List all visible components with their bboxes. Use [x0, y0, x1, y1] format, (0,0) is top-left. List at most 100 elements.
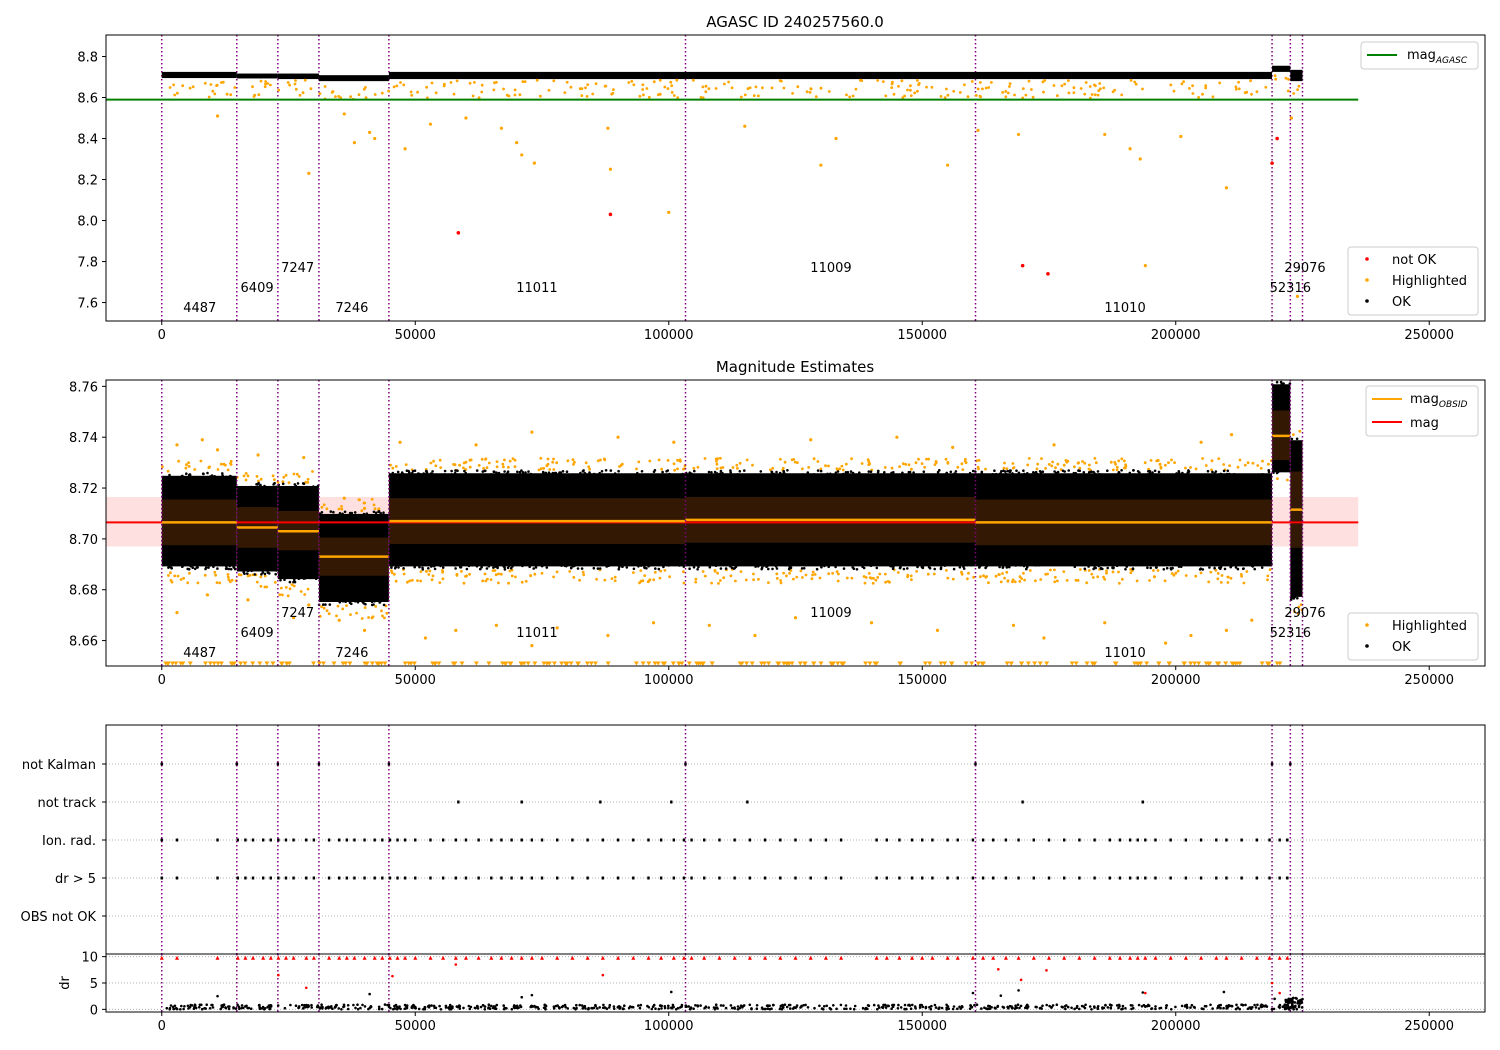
- dr-point: [1018, 1006, 1021, 1010]
- dr-capped-marker: [304, 955, 309, 960]
- dr-outlier-point: [391, 974, 394, 978]
- dr-point: [1132, 1006, 1135, 1010]
- ok-point: [639, 474, 643, 478]
- highlighted-point: [596, 459, 600, 463]
- ok-point: [1132, 469, 1135, 472]
- dr-point: [947, 1007, 950, 1011]
- ok-point: [1296, 596, 1299, 600]
- ok-point: [576, 567, 580, 570]
- ok-point: [1195, 474, 1198, 478]
- ok-point: [965, 563, 969, 567]
- highlighted-point: [946, 576, 950, 580]
- highlighted-point: [507, 465, 510, 469]
- flag-point: [921, 876, 924, 880]
- highlighted-point: [266, 82, 270, 85]
- ok-point: [842, 567, 846, 570]
- ok-point: [1111, 475, 1114, 479]
- ok-point: [332, 510, 335, 514]
- obsid-label: 11011: [516, 626, 557, 641]
- dr-point: [1109, 1006, 1112, 1009]
- highlighted-point: [362, 501, 366, 505]
- dr-point: [1017, 989, 1020, 992]
- dr-point: [305, 1003, 308, 1007]
- dr-point: [733, 1006, 736, 1009]
- highlighted-point: [237, 573, 241, 577]
- highlighted-point: [639, 569, 643, 572]
- highlighted-point: [302, 455, 306, 460]
- ok-point: [260, 573, 263, 576]
- ok-point: [216, 567, 219, 570]
- highlighted-point: [224, 463, 227, 467]
- flag-point: [530, 876, 534, 880]
- highlighted-point: [1204, 84, 1208, 88]
- highlighted-point: [484, 457, 488, 461]
- flag-point: [971, 876, 975, 880]
- highlighted-point: [497, 572, 500, 576]
- dr-capped-marker: [1267, 955, 1272, 960]
- highlighted-point: [610, 92, 614, 96]
- dr-point: [1241, 1003, 1244, 1007]
- highlighted-point: [1008, 85, 1011, 88]
- ok-point: [397, 566, 400, 569]
- dr-point: [193, 1003, 197, 1007]
- highlighted-point: [1245, 90, 1249, 94]
- highlighted-point: [713, 569, 717, 573]
- ok-point: [1014, 562, 1017, 565]
- dr-point: [1066, 1005, 1070, 1009]
- dr-capped-marker: [251, 955, 255, 960]
- highlighted-point: [410, 578, 414, 582]
- dr-capped-marker: [441, 955, 446, 960]
- highlighted-point: [568, 570, 572, 573]
- dr-point: [804, 1003, 807, 1007]
- dr-capped-marker: [1107, 955, 1112, 960]
- flag-point: [312, 838, 316, 842]
- highlighted-point: [1158, 463, 1162, 466]
- x-tick-label: 150000: [897, 328, 947, 343]
- ok-point: [554, 471, 558, 475]
- highlighted-point: [1191, 92, 1195, 95]
- ok-point: [1064, 561, 1068, 565]
- dr-capped-marker: [499, 955, 504, 960]
- dr-capped-marker: [215, 955, 220, 960]
- dr-point: [1227, 1004, 1230, 1007]
- ok-point: [579, 471, 582, 475]
- dr-point: [969, 1004, 972, 1007]
- ok-point: [563, 564, 567, 568]
- dr-point: [612, 1005, 616, 1008]
- dr-point: [1041, 1004, 1044, 1008]
- highlighted-point: [651, 621, 656, 625]
- below-range-marker: [215, 661, 221, 666]
- ok-point: [958, 561, 962, 564]
- obsid-label: 4487: [183, 301, 216, 316]
- plot-frame: [105, 953, 1486, 1013]
- ok-point: [819, 469, 823, 473]
- panel-1-plot: 4487640972477246110111100911010523162907…: [77, 34, 1486, 343]
- ok-point: [691, 563, 695, 566]
- dr-point: [249, 1007, 253, 1010]
- highlighted-point: [810, 577, 814, 581]
- highlighted-point: [306, 477, 310, 481]
- ok-point: [355, 516, 358, 519]
- dr-point: [1286, 1001, 1290, 1004]
- flag-point: [839, 876, 843, 880]
- flag-point: [794, 838, 797, 842]
- highlighted-point: [546, 457, 550, 461]
- ok-point: [493, 470, 496, 474]
- dr-point: [1272, 1007, 1276, 1011]
- ok-point: [1090, 470, 1093, 474]
- highlighted-point: [944, 457, 948, 461]
- highlighted-point: [1204, 464, 1208, 467]
- highlighted-point: [630, 79, 634, 83]
- highlighted-point: [1234, 87, 1238, 91]
- dr-point: [612, 1007, 616, 1011]
- ok-point: [653, 562, 656, 566]
- ok-point: [1157, 470, 1161, 474]
- obsid-label: 4487: [183, 646, 216, 661]
- ok-point: [772, 472, 776, 476]
- ok-point: [592, 472, 596, 476]
- below-range-marker: [450, 661, 456, 666]
- ok-point: [402, 567, 405, 570]
- highlighted-point: [927, 457, 930, 461]
- flag-point: [464, 838, 468, 842]
- panel-1-legend-top: magAGASC: [1360, 41, 1479, 70]
